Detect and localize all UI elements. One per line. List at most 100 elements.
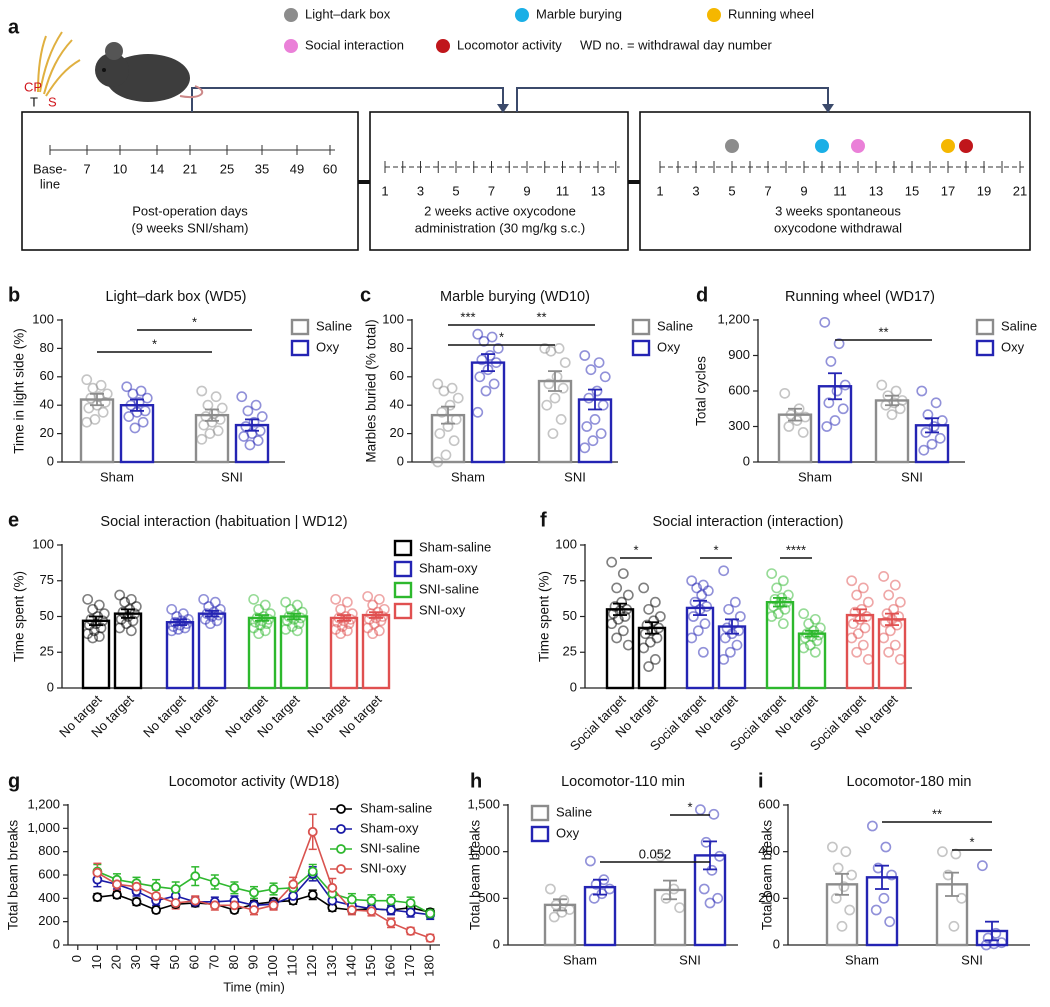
data-point bbox=[712, 892, 724, 904]
data-point bbox=[478, 335, 490, 347]
bar bbox=[693, 854, 727, 947]
timeline-label: 9 bbox=[800, 183, 807, 198]
nerve-label: CP bbox=[24, 79, 42, 94]
data-point bbox=[829, 415, 841, 426]
y-tick-label: 0 bbox=[47, 679, 54, 694]
data-point bbox=[474, 371, 486, 383]
data-point bbox=[840, 846, 852, 858]
data-point bbox=[492, 342, 504, 354]
data-point bbox=[450, 413, 462, 425]
data-point bbox=[261, 618, 273, 630]
legend-label: Sham-saline bbox=[419, 539, 491, 554]
data-point bbox=[209, 900, 220, 911]
timeline-caption: 3 weeks spontaneous bbox=[775, 203, 901, 218]
legend-label: Locomotor activity bbox=[457, 37, 562, 52]
test-day-marker bbox=[851, 139, 865, 153]
arrowhead bbox=[822, 104, 834, 113]
data-point bbox=[114, 589, 126, 601]
data-point bbox=[366, 906, 377, 917]
test-day-marker bbox=[725, 139, 739, 153]
data-point bbox=[606, 618, 618, 630]
data-point bbox=[977, 860, 988, 872]
timeline-label: 13 bbox=[869, 183, 883, 198]
connector bbox=[191, 87, 504, 112]
data-point bbox=[432, 378, 444, 390]
data-point bbox=[438, 385, 450, 397]
timeline-box bbox=[639, 111, 1031, 251]
data-point bbox=[692, 625, 704, 637]
data-point bbox=[559, 357, 571, 368]
data-point bbox=[127, 615, 139, 627]
y-tick-label: 60 bbox=[390, 368, 404, 383]
x-tick-label: 60 bbox=[187, 955, 202, 969]
y-tick-label: 200 bbox=[38, 913, 60, 928]
data-point bbox=[549, 392, 561, 404]
data-point bbox=[296, 606, 308, 618]
data-point bbox=[346, 905, 357, 915]
data-point bbox=[926, 438, 938, 450]
y-tick-label: 25 bbox=[563, 644, 577, 659]
y-tick-label: 500 bbox=[478, 890, 500, 905]
timeline-label: 60 bbox=[323, 161, 337, 176]
data-point bbox=[734, 611, 746, 622]
data-point bbox=[288, 879, 299, 890]
data-point bbox=[889, 639, 901, 651]
y-tick-label: 75 bbox=[563, 572, 577, 587]
y-tick-label: 100 bbox=[32, 311, 54, 326]
panel-letter: c bbox=[360, 284, 371, 306]
data-point bbox=[452, 392, 464, 404]
data-point bbox=[729, 596, 741, 608]
significance-label: * bbox=[969, 834, 974, 849]
data-point bbox=[883, 646, 895, 658]
x-tick-label: Sham bbox=[798, 469, 832, 484]
legend-dot bbox=[515, 8, 529, 22]
chart-title: Social interaction (interaction) bbox=[652, 514, 843, 530]
data-point bbox=[704, 897, 716, 909]
data-point bbox=[857, 582, 869, 594]
timeline-label: 11 bbox=[833, 183, 847, 198]
timeline-label: line bbox=[40, 176, 60, 191]
legend-label: Oxy bbox=[1001, 339, 1025, 354]
timeline-label: 7 bbox=[83, 161, 90, 176]
data-point bbox=[541, 399, 553, 411]
x-tick-label: Sham bbox=[845, 952, 879, 967]
y-tick-label: 0 bbox=[53, 936, 60, 951]
data-point bbox=[366, 895, 377, 906]
legend-label: Running wheel bbox=[728, 6, 814, 21]
data-point bbox=[112, 879, 122, 890]
data-point bbox=[288, 891, 299, 901]
data-point bbox=[425, 908, 436, 919]
bar bbox=[877, 618, 907, 690]
legend-swatch bbox=[290, 318, 310, 336]
panel-letter: h bbox=[470, 770, 482, 792]
data-point bbox=[202, 399, 214, 411]
data-point bbox=[706, 864, 718, 876]
significance-label: * bbox=[499, 329, 504, 344]
legend-label: SNI-saline bbox=[360, 840, 420, 855]
data-point bbox=[151, 905, 162, 915]
data-point bbox=[606, 556, 618, 568]
data-point bbox=[98, 608, 110, 620]
y-tick-label: 0 bbox=[743, 453, 750, 468]
data-point bbox=[948, 920, 960, 932]
legend-label: Marble burying bbox=[536, 6, 622, 21]
data-point bbox=[988, 938, 1000, 950]
data-point bbox=[248, 416, 260, 428]
data-point bbox=[878, 892, 890, 904]
data-point bbox=[93, 599, 105, 611]
data-point bbox=[434, 428, 446, 439]
timeline-caption: oxycodone withdrawal bbox=[774, 220, 902, 235]
data-point bbox=[130, 601, 142, 612]
y-axis-label: Total cycles bbox=[694, 356, 709, 426]
legend-dot bbox=[436, 39, 450, 53]
y-tick-label: 40 bbox=[40, 397, 54, 412]
legend-marker bbox=[336, 804, 346, 814]
data-point bbox=[341, 596, 353, 608]
x-tick-label: 100 bbox=[265, 955, 280, 977]
data-point bbox=[714, 850, 725, 862]
significance-label: * bbox=[633, 542, 638, 557]
legend-swatch bbox=[393, 539, 413, 557]
data-point bbox=[268, 884, 279, 894]
panel-letter: i bbox=[758, 770, 764, 792]
y-tick-label: 800 bbox=[38, 843, 60, 858]
